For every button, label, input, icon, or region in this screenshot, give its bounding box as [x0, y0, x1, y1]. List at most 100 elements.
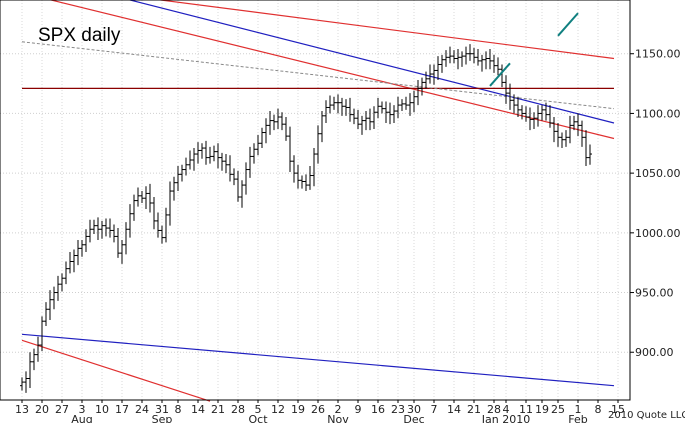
- ohlc-bar: [148, 183, 152, 213]
- month-label: Jan 2010: [481, 413, 530, 423]
- ohlc-bar: [312, 148, 316, 187]
- ohlc-bar: [428, 64, 432, 84]
- trendline: [21, 339, 211, 402]
- ohlc-bar: [180, 164, 184, 182]
- ohlc-bar: [324, 100, 328, 123]
- y-tick-label: 1000.00: [635, 227, 681, 240]
- x-tick-label: 8: [175, 403, 182, 416]
- annotations: [489, 12, 579, 87]
- ohlc-bar: [152, 197, 156, 230]
- ohlc-bar: [52, 286, 56, 310]
- ohlc-bar: [112, 224, 116, 243]
- ohlc-bar: [24, 371, 28, 393]
- x-tick-label: 26: [311, 403, 325, 416]
- ohlc-bar: [212, 145, 216, 162]
- ohlc-bar: [168, 181, 172, 226]
- ohlc-bar: [156, 212, 160, 238]
- ohlc-bar: [444, 50, 448, 67]
- ohlc-bar: [584, 130, 588, 166]
- ohlc-bar: [60, 273, 64, 292]
- ohlc-bar: [144, 186, 148, 209]
- x-tick-label: 19: [291, 403, 305, 416]
- ohlc-bar: [224, 154, 228, 174]
- ohlc-bar: [488, 48, 492, 70]
- ohlc-bar: [184, 157, 188, 176]
- ohlc-bar: [128, 204, 132, 238]
- ohlc-bar: [396, 96, 400, 119]
- ohlc-bar: [208, 146, 212, 164]
- x-tick-label: 2: [335, 403, 342, 416]
- ohlc-bar: [368, 108, 372, 131]
- ohlc-bar: [352, 108, 356, 125]
- ohlc-bar: [432, 64, 436, 85]
- y-tick-label: 900.00: [635, 346, 674, 359]
- ohlc-bar: [232, 168, 236, 186]
- ohlc-bar: [536, 105, 540, 127]
- ohlc-bar: [240, 180, 244, 208]
- ohlc-bar: [580, 120, 584, 147]
- ohlc-bar: [384, 101, 388, 123]
- x-tick-label: 28: [231, 403, 245, 416]
- ohlc-bar: [280, 112, 284, 131]
- month-label: Feb: [568, 413, 587, 423]
- trendline: [21, 333, 615, 387]
- ohlc-bar: [84, 229, 88, 252]
- ohlc-bar: [264, 118, 268, 144]
- ohlc-bar: [332, 96, 336, 110]
- ohlc-bar: [328, 95, 332, 114]
- ohlc-bar: [196, 142, 200, 164]
- ohlc-bar: [356, 109, 360, 129]
- ohlc-bar: [56, 275, 60, 301]
- x-axis: 13 20 27 3 10 17 24 31 8 14 21 28 5 12 19 26 2 9 16 23 30 7 14…: [15, 400, 625, 423]
- ohlc-bar: [296, 164, 300, 189]
- ohlc-bar: [44, 302, 48, 326]
- ohlc-bar: [260, 127, 264, 149]
- ohlc-bar: [528, 107, 532, 131]
- ohlc-bar: [512, 94, 516, 114]
- month-label: Aug: [71, 413, 92, 423]
- month-label: Dec: [403, 413, 424, 423]
- x-tick-label: 20: [35, 403, 49, 416]
- ohlc-bar: [540, 105, 544, 121]
- x-tick-label: 11: [519, 403, 533, 416]
- ohlc-bar: [276, 108, 280, 129]
- ohlc-bar: [96, 217, 100, 240]
- ohlc-bar: [560, 132, 564, 149]
- x-tick-label: 16: [371, 403, 385, 416]
- month-label: Oct: [248, 413, 268, 423]
- ohlc-bar: [160, 225, 164, 244]
- ohlc-bar: [320, 111, 324, 143]
- x-tick-label: 24: [135, 403, 149, 416]
- ohlc-bar: [300, 175, 304, 189]
- ohlc-bar: [504, 75, 508, 104]
- ohlc-bar: [468, 44, 472, 61]
- ohlc-bar: [204, 140, 208, 165]
- ohlc-bar: [20, 377, 24, 391]
- ohlc-bar: [440, 54, 444, 73]
- ohlc-bar: [292, 155, 296, 183]
- x-tick-label: 30: [407, 403, 421, 416]
- ohlc-bar: [88, 219, 92, 243]
- price-bars: [20, 44, 592, 393]
- ohlc-bar: [48, 290, 52, 320]
- ohlc-bar: [316, 125, 320, 164]
- ohlc-bar: [508, 83, 512, 110]
- ohlc-bar: [220, 152, 224, 171]
- x-tick-label: 21: [467, 403, 481, 416]
- ohlc-bar: [568, 115, 572, 144]
- ohlc-bar: [336, 94, 340, 114]
- arrow-1: [489, 62, 511, 87]
- ohlc-bar: [256, 134, 260, 156]
- x-tick-label: 7: [431, 403, 438, 416]
- ohlc-bar: [116, 228, 120, 258]
- ohlc-bar: [348, 97, 352, 122]
- ohlc-bar: [80, 240, 84, 257]
- ohlc-bar: [376, 97, 380, 119]
- ohlc-bar: [108, 218, 112, 238]
- ohlc-bar: [200, 143, 204, 159]
- ohlc-bar: [68, 251, 72, 274]
- trendlines: [21, 0, 615, 402]
- ohlc-bar: [492, 54, 496, 73]
- ohlc-bar: [544, 102, 548, 121]
